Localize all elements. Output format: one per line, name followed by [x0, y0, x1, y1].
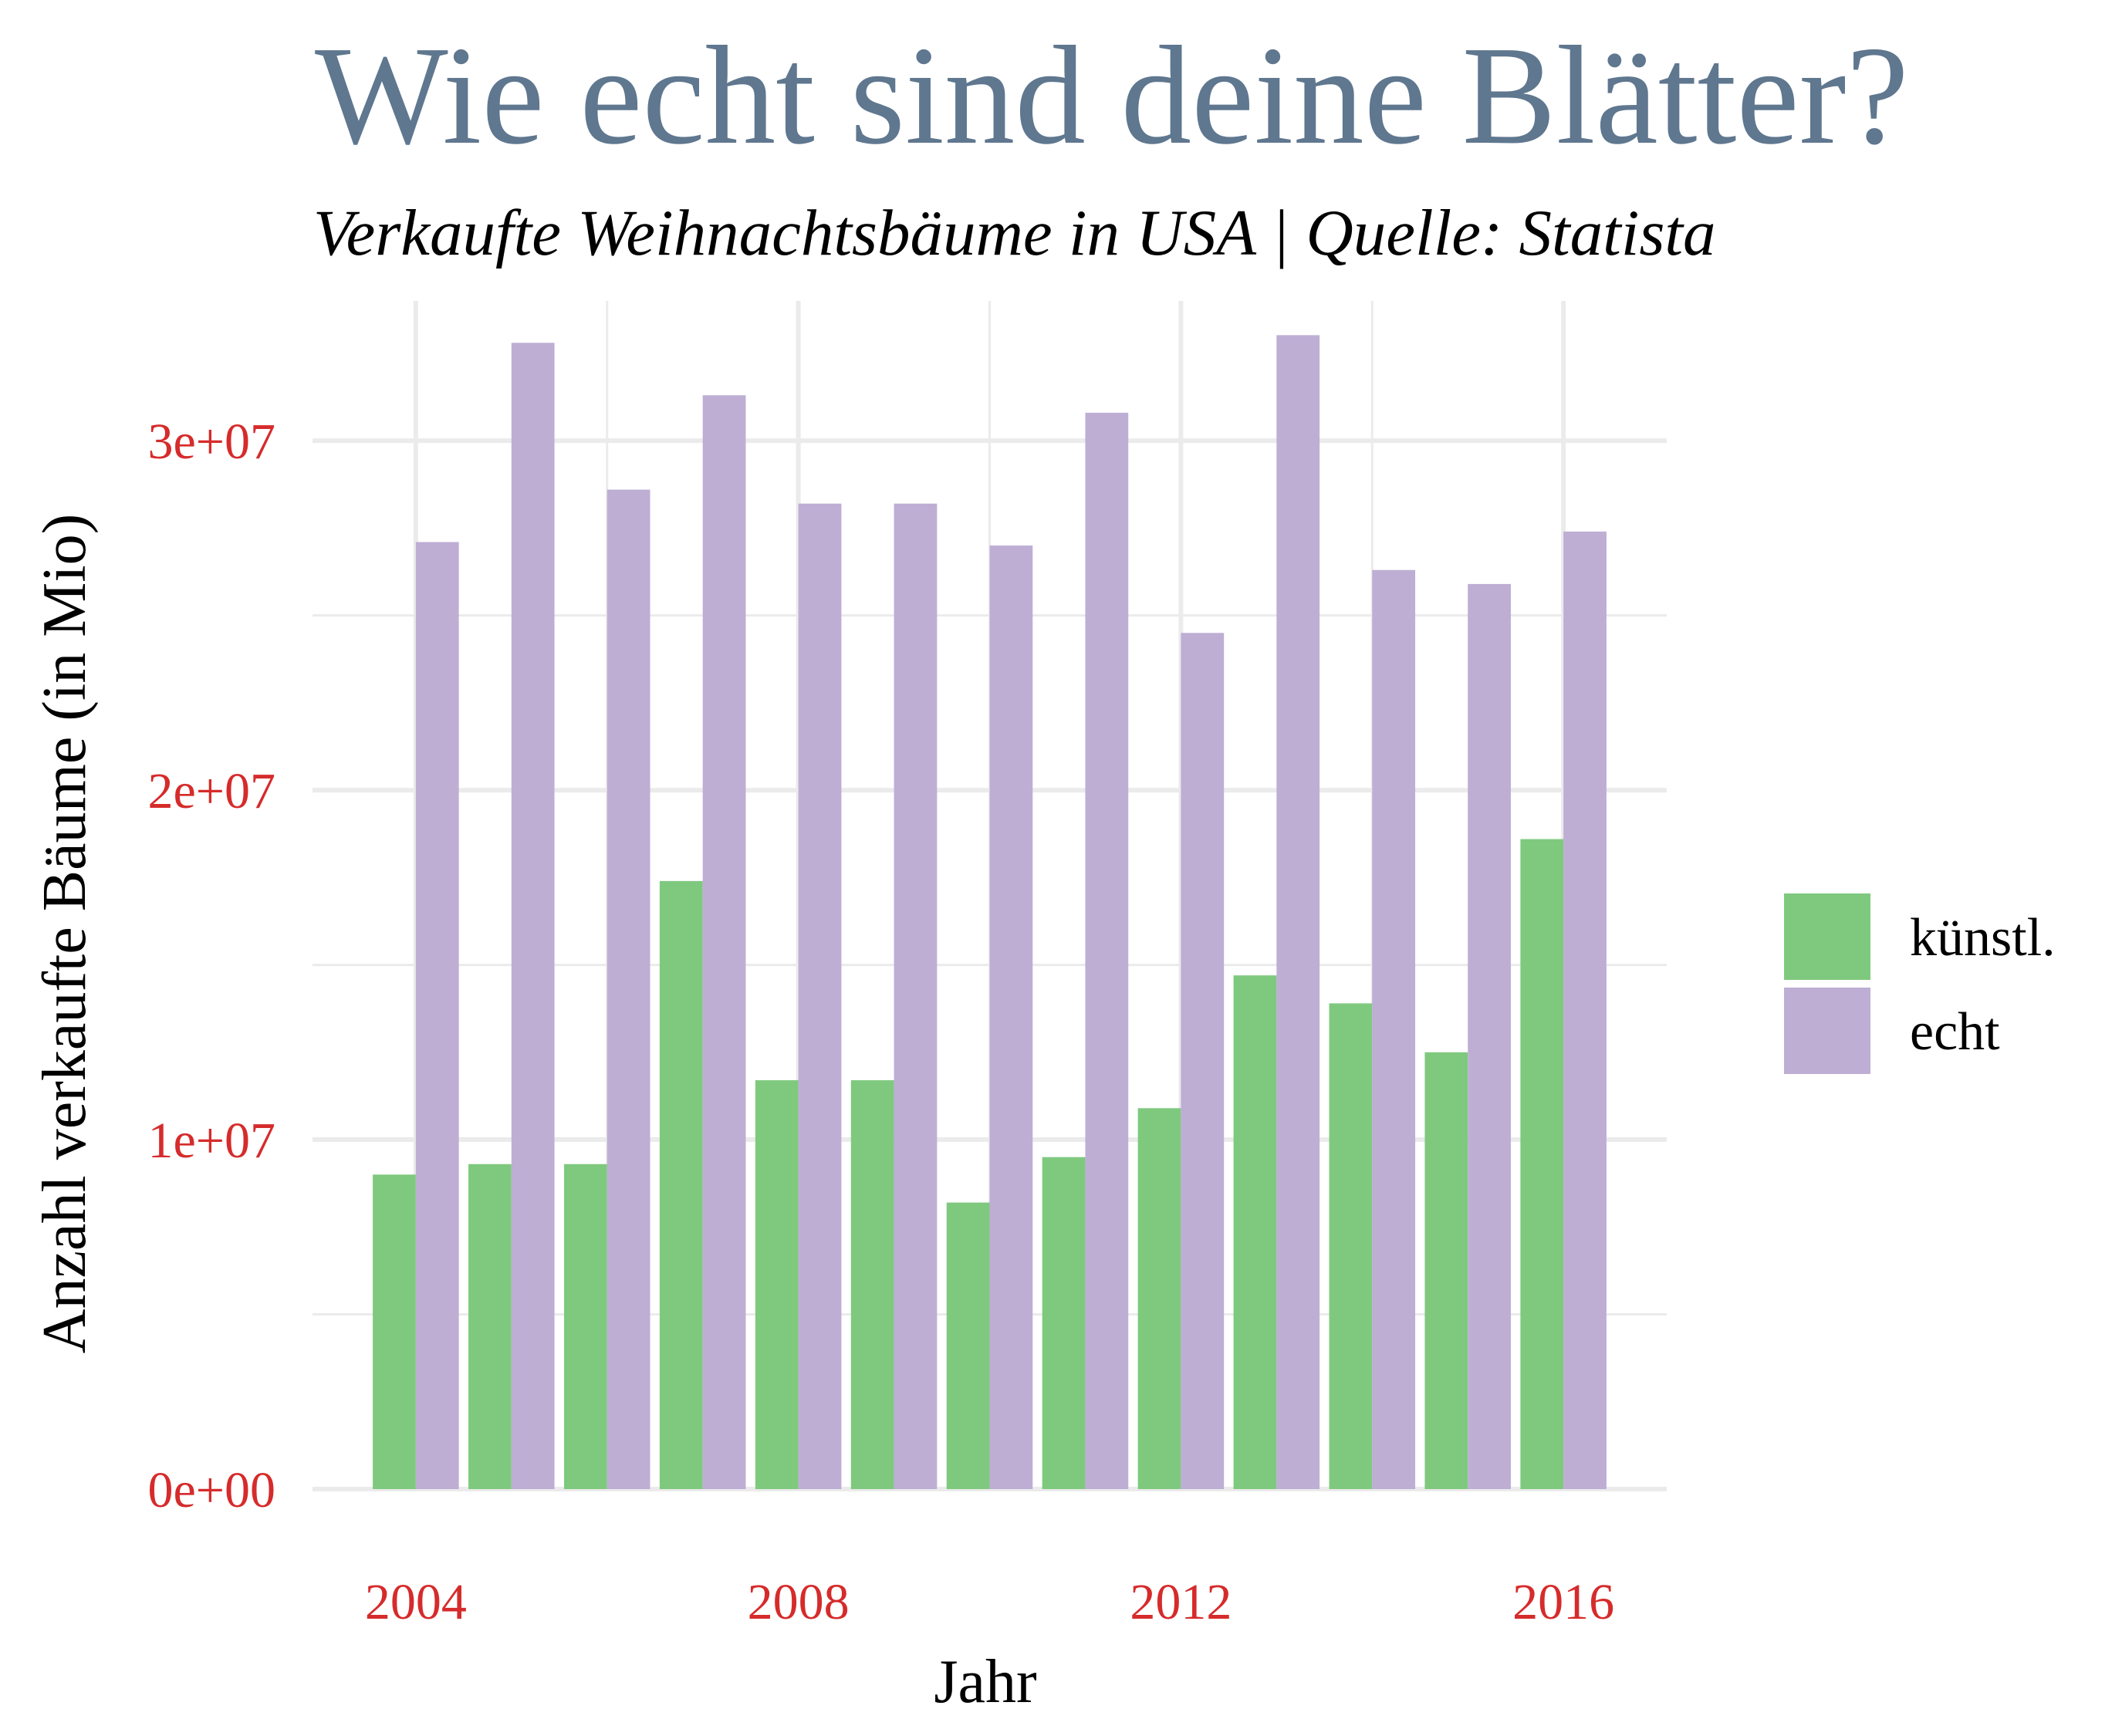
bar-kuenstl-2011 — [1042, 1157, 1086, 1489]
chart-subtitle: Verkaufte Weihnachtsbäume in USA | Quell… — [313, 197, 1716, 269]
chart-title: Wie echt sind deine Blätter? — [315, 17, 1909, 174]
x-tick-label: 2008 — [748, 1574, 850, 1630]
x-tick-label: 2012 — [1130, 1574, 1232, 1630]
bars — [373, 335, 1607, 1490]
x-tick-label: 2004 — [365, 1574, 467, 1630]
bar-kuenstl-2010 — [946, 1202, 990, 1489]
bar-echt-2008 — [798, 503, 842, 1490]
y-tick-labels: 0e+00 1e+07 2e+07 3e+07 — [147, 414, 275, 1518]
legend-swatch-kuenstl — [1784, 893, 1870, 980]
bar-kuenstl-2005 — [468, 1164, 512, 1489]
bar-echt-2009 — [894, 503, 938, 1490]
bar-kuenstl-2012 — [1137, 1108, 1181, 1489]
x-tick-label: 2016 — [1512, 1574, 1614, 1630]
legend-swatch-echt — [1784, 988, 1870, 1074]
y-tick-label: 0e+00 — [147, 1462, 275, 1518]
bar-echt-2012 — [1181, 633, 1225, 1489]
bar-echt-2016 — [1563, 531, 1607, 1489]
bar-kuenstl-2009 — [850, 1080, 894, 1489]
bar-kuenstl-2016 — [1520, 839, 1564, 1489]
bar-echt-2015 — [1468, 583, 1511, 1489]
bar-kuenstl-2008 — [755, 1080, 799, 1489]
bar-kuenstl-2007 — [659, 880, 703, 1489]
bar-kuenstl-2013 — [1233, 975, 1277, 1489]
bar-kuenstl-2014 — [1329, 1003, 1373, 1489]
legend: künstl. echt — [1784, 893, 2056, 1074]
y-tick-label: 2e+07 — [147, 763, 275, 819]
bar-echt-2011 — [1085, 412, 1129, 1489]
x-axis-title: Jahr — [934, 1648, 1036, 1716]
bar-echt-2007 — [702, 395, 746, 1489]
bar-echt-2006 — [607, 489, 650, 1489]
legend-label-kuenstl: künstl. — [1910, 908, 2056, 968]
legend-label-echt: echt — [1910, 1002, 2000, 1062]
y-tick-label: 3e+07 — [147, 414, 275, 470]
x-tick-labels: 2004 2008 2012 2016 — [365, 1574, 1614, 1630]
bar-echt-2004 — [415, 542, 459, 1489]
bar-kuenstl-2015 — [1424, 1052, 1468, 1489]
bar-echt-2005 — [511, 343, 555, 1490]
y-axis-title: Anzahl verkaufte Bäume (in Mio) — [31, 514, 99, 1354]
bar-echt-2010 — [989, 545, 1033, 1489]
bar-kuenstl-2006 — [563, 1164, 607, 1489]
bar-echt-2013 — [1276, 335, 1320, 1490]
y-tick-label: 1e+07 — [147, 1113, 275, 1169]
bar-kuenstl-2004 — [373, 1174, 416, 1489]
bar-echt-2014 — [1372, 569, 1416, 1490]
